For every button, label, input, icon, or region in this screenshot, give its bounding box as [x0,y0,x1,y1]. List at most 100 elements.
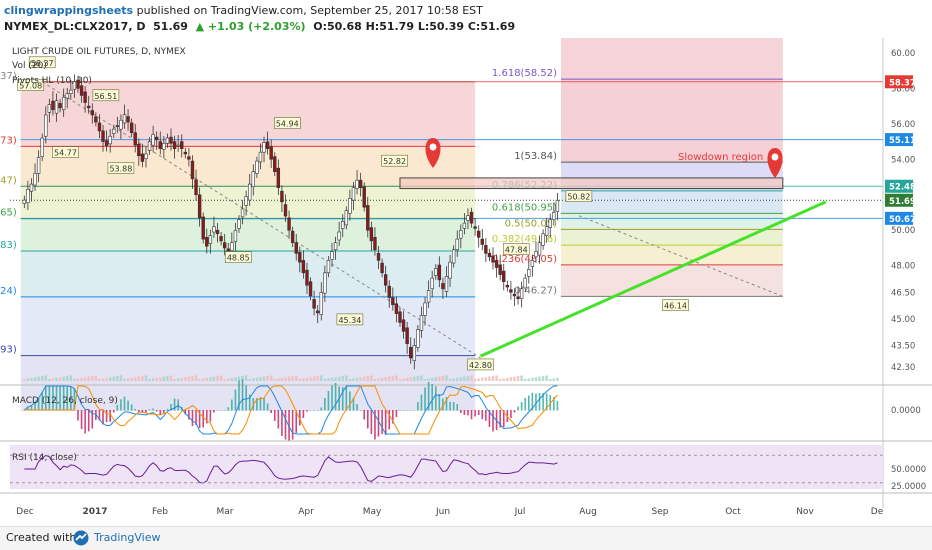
symbol-info: NYMEX_DL:CLX2017, D 51.69 ▲ +1.03 (+2.03… [4,20,515,33]
candle-body [301,260,306,274]
macd-histogram-bar [234,389,237,411]
candle-body [416,329,420,348]
volume-bar [395,375,398,381]
price-badge-label: 58.37 [889,78,916,88]
volume-bar [491,376,495,381]
candle-body [473,226,477,229]
last-price: 51.69 [153,20,188,33]
macd-histogram-bar [116,405,119,411]
price-axis-tick: 54.00 [891,155,915,165]
candle-body [129,122,134,133]
macd-histogram-bar [470,410,473,420]
volume-bar [180,377,183,381]
volume-bar [202,378,205,381]
candle-body [351,187,356,201]
candle-body [552,212,556,220]
macd-histogram-bar [248,394,251,411]
volume-bar [477,378,480,381]
macd-histogram-bar [542,393,544,411]
macd-histogram-bar [381,410,383,434]
candle-body [87,105,91,109]
candle-body [315,310,320,314]
volume-bar [137,376,141,381]
macd-histogram-bar [173,398,176,411]
candle-body [523,277,527,289]
volume-bar [466,376,470,381]
price-axis-tick: 50.00 [891,226,915,236]
candle-body [398,311,402,323]
candle-body [369,227,374,242]
macd-histogram-bar [420,394,423,411]
candle-body [54,100,59,114]
ext-band [560,190,783,214]
chart-svg[interactable]: 0(58.37) 0.236(54.73) 0.382(52.47) 0.5(50.6… [0,38,932,526]
candle-body [69,89,73,94]
price-badge-label: 55.11 [889,136,916,146]
candle-body [348,198,352,214]
tradingview-brand[interactable]: TradingView [94,531,161,544]
macd-histogram-bar [195,410,197,425]
macd-histogram-bar [488,410,491,427]
macd-histogram-bar [538,393,541,411]
candle-body [90,110,94,116]
trend-dashed-line [41,81,481,359]
volume-bar [162,376,166,381]
pivot-label: 48.85 [227,254,250,263]
volume-bar [316,376,319,381]
candle-body [44,114,48,137]
macd-histogram-bar [510,410,512,418]
symbol-name: NYMEX_DL:CLX2017, D [4,20,146,33]
macd-histogram-bar [138,410,140,413]
candle-body [280,190,284,203]
macd-histogram-bar [434,386,437,411]
pivot-label-box [273,117,301,129]
candle-body [509,289,513,293]
chart-area[interactable]: 0(58.37) 0.236(54.73) 0.382(52.47) 0.5(50.6… [0,38,932,526]
volume-bar [55,377,58,381]
volume-bar [212,376,216,381]
candle-body [484,245,488,254]
candle-body [530,260,535,267]
volume-bar [427,378,430,381]
candle-body [505,284,510,288]
pivot-label-box [502,243,530,255]
slowdown-region-box [399,177,784,190]
macd-histogram-bar [345,386,348,411]
candle-body [287,217,291,231]
volume-bar [216,376,219,381]
volume-bar [130,377,133,381]
macd-histogram-bar [270,410,272,413]
time-axis-tick: Jun [435,507,450,517]
volume-bar [48,379,51,381]
author-link[interactable]: clingwrappingsheets [4,4,134,17]
macd-histogram-bar [474,410,476,417]
macd-histogram-bar [70,386,72,411]
pivot-label-box [381,154,408,167]
volume-bar [291,376,294,381]
volume-bar [173,379,176,381]
pivot-label-box [52,146,79,158]
candle-body [158,141,162,149]
macd-histogram-bar [55,386,58,411]
fib-level-label: 0.618(48.83) [0,240,17,251]
volume-bar [295,375,298,381]
macd-histogram-bar [531,392,534,411]
macd-histogram-bar [202,410,205,428]
volume-bar [516,376,520,381]
macd-axis-tick: 0.0000 [891,406,921,416]
macd-histogram-bar [306,410,308,412]
volume-bar [151,378,155,381]
price-badge-label: 50.67 [889,215,916,225]
candle-body [47,104,52,113]
candle-body [312,299,316,309]
macd-histogram-bar [273,410,276,421]
candle-body [51,100,55,110]
candle-body [430,277,434,290]
macd-histogram-bar [359,410,362,411]
candle-body [512,293,517,297]
price-badge [885,193,913,207]
volume-bar [363,376,366,381]
candle-body [491,255,495,263]
volume-bar [355,377,359,381]
candle-body [462,222,467,229]
